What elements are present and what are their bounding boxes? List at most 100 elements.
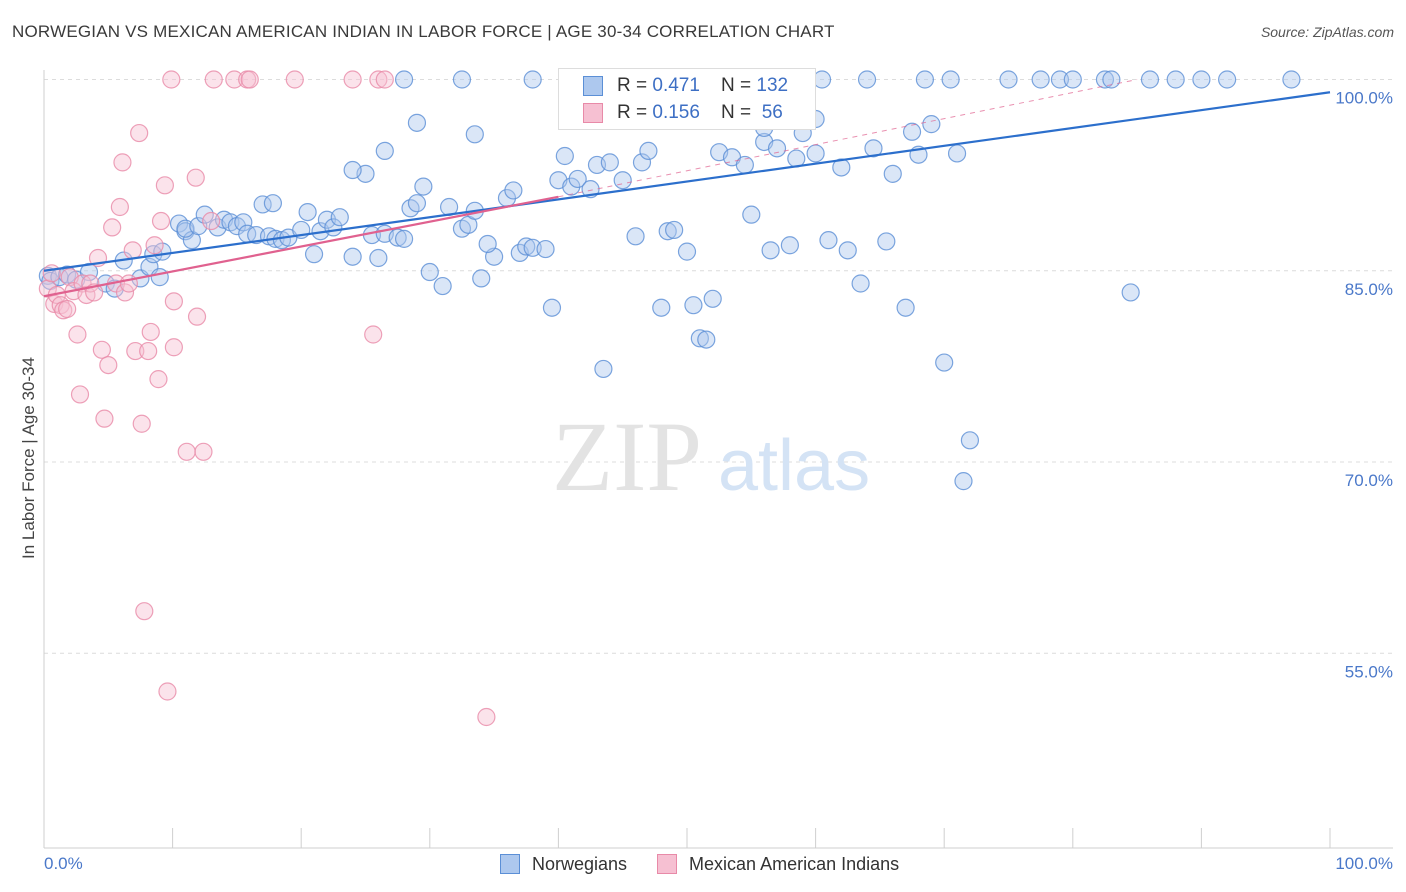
point-mexican-american-indians — [92, 340, 111, 359]
point-norwegians — [600, 153, 619, 172]
point-norwegians — [234, 213, 253, 232]
point-mexican-american-indians — [115, 283, 135, 302]
point-mexican-american-indians — [162, 70, 181, 89]
point-norwegians — [902, 122, 922, 141]
legend-swatch-blue — [583, 76, 603, 96]
point-mexican-american-indians — [151, 211, 171, 231]
point-mexican-american-indians — [240, 70, 259, 89]
point-mexican-american-indians — [95, 409, 114, 428]
point-norwegians — [851, 274, 870, 293]
point-norwegians — [1140, 70, 1160, 89]
point-mexican-american-indians — [130, 123, 149, 143]
point-mexican-american-indians — [141, 322, 160, 342]
point-norwegians — [639, 141, 658, 160]
point-norwegians — [58, 265, 77, 284]
point-norwegians — [394, 70, 414, 89]
point-norwegians — [632, 153, 652, 172]
point-mexican-american-indians — [477, 707, 496, 727]
point-norwegians — [452, 70, 472, 89]
point-norwegians — [517, 237, 536, 256]
point-norwegians — [304, 245, 324, 264]
point-norwegians — [1192, 70, 1211, 89]
point-norwegians — [665, 220, 684, 240]
point-norwegians — [684, 296, 703, 315]
point-norwegians — [330, 208, 349, 227]
y-tick-labels: 100.0% 85.0% 70.0% 55.0% — [1335, 89, 1393, 682]
point-norwegians — [652, 298, 671, 317]
point-norwegians — [414, 177, 433, 196]
point-norwegians — [838, 241, 857, 260]
point-norwegians — [542, 298, 562, 317]
point-norwegians — [941, 70, 960, 89]
legend-series: Norwegians Mexican American Indians — [500, 851, 929, 877]
point-mexican-american-indians — [186, 168, 205, 187]
point-norwegians — [263, 194, 283, 213]
trend-line-extension-mexican-american-indians — [558, 79, 1138, 198]
point-norwegians — [780, 236, 799, 255]
legend-stats: R = 0.471 N = 132 R = 0.156 N = 56 — [558, 68, 816, 130]
point-mexican-american-indians — [42, 264, 61, 283]
y-tick-label: 85.0% — [1345, 280, 1393, 299]
point-mexican-american-indians — [132, 414, 151, 433]
point-norwegians — [478, 234, 497, 254]
point-norwegians — [697, 330, 716, 349]
legend-swatch-pink — [583, 103, 603, 123]
point-norwegians — [594, 359, 613, 379]
point-mexican-american-indians — [135, 602, 154, 621]
point-mexican-american-indians — [126, 341, 145, 361]
point-norwegians — [407, 113, 427, 132]
point-mexican-american-indians — [364, 325, 383, 344]
point-norwegians — [472, 269, 491, 288]
point-mexican-american-indians — [119, 274, 138, 293]
watermark-zip: ZIP — [552, 401, 702, 512]
point-mexican-american-indians — [202, 211, 221, 231]
point-norwegians — [407, 194, 427, 213]
point-mexican-american-indians — [158, 682, 177, 701]
point-mexican-american-indians — [70, 385, 90, 404]
x-tick-label-left: 0.0% — [44, 854, 83, 873]
point-norwegians — [960, 431, 980, 450]
point-norwegians — [864, 139, 883, 158]
point-mexican-american-indians — [110, 197, 129, 217]
point-norwegians — [523, 70, 542, 89]
point-norwegians — [896, 298, 915, 317]
point-norwegians — [742, 205, 761, 224]
legend-row-norwegians: R = 0.471 N = 132 — [583, 73, 788, 99]
point-mexican-american-indians — [123, 241, 142, 260]
point-mexican-american-indians — [164, 338, 183, 357]
legend-r-value: 0.471 — [652, 75, 700, 96]
point-norwegians — [877, 232, 896, 251]
point-norwegians — [1063, 70, 1082, 89]
point-norwegians — [1050, 70, 1070, 89]
legend-r-label: R = — [617, 75, 653, 96]
point-mexican-american-indians — [103, 218, 122, 237]
point-norwegians — [247, 225, 266, 245]
watermark: ZIP atlas — [552, 401, 870, 512]
point-norwegians — [999, 70, 1018, 89]
point-norwegians — [536, 239, 555, 259]
point-mexican-american-indians — [285, 70, 304, 89]
point-norwegians — [504, 181, 523, 200]
point-norwegians — [1166, 70, 1185, 89]
point-mexican-american-indians — [343, 70, 362, 89]
point-norwegians — [626, 227, 645, 246]
point-norwegians — [954, 472, 973, 491]
x-tick-label-right: 100.0% — [1335, 854, 1393, 873]
point-norwegians — [922, 115, 941, 134]
point-norwegians — [420, 262, 439, 282]
point-norwegians — [935, 353, 954, 372]
point-norwegians — [1031, 70, 1050, 89]
point-norwegians — [343, 247, 362, 266]
point-mexican-american-indians — [139, 341, 158, 361]
point-mexican-american-indians — [155, 176, 174, 195]
point-norwegians — [568, 169, 587, 189]
legend-n-label: N = — [721, 102, 757, 123]
legend-row-mexican-american-indians: R = 0.156 N = 56 — [583, 100, 783, 126]
point-norwegians — [677, 242, 697, 261]
point-norwegians — [465, 125, 484, 144]
point-norwegians — [857, 70, 877, 89]
y-axis-label: In Labor Force | Age 30-34 — [19, 357, 38, 559]
y-tick-label: 70.0% — [1345, 471, 1393, 490]
legend-n-label: N = — [721, 75, 757, 96]
